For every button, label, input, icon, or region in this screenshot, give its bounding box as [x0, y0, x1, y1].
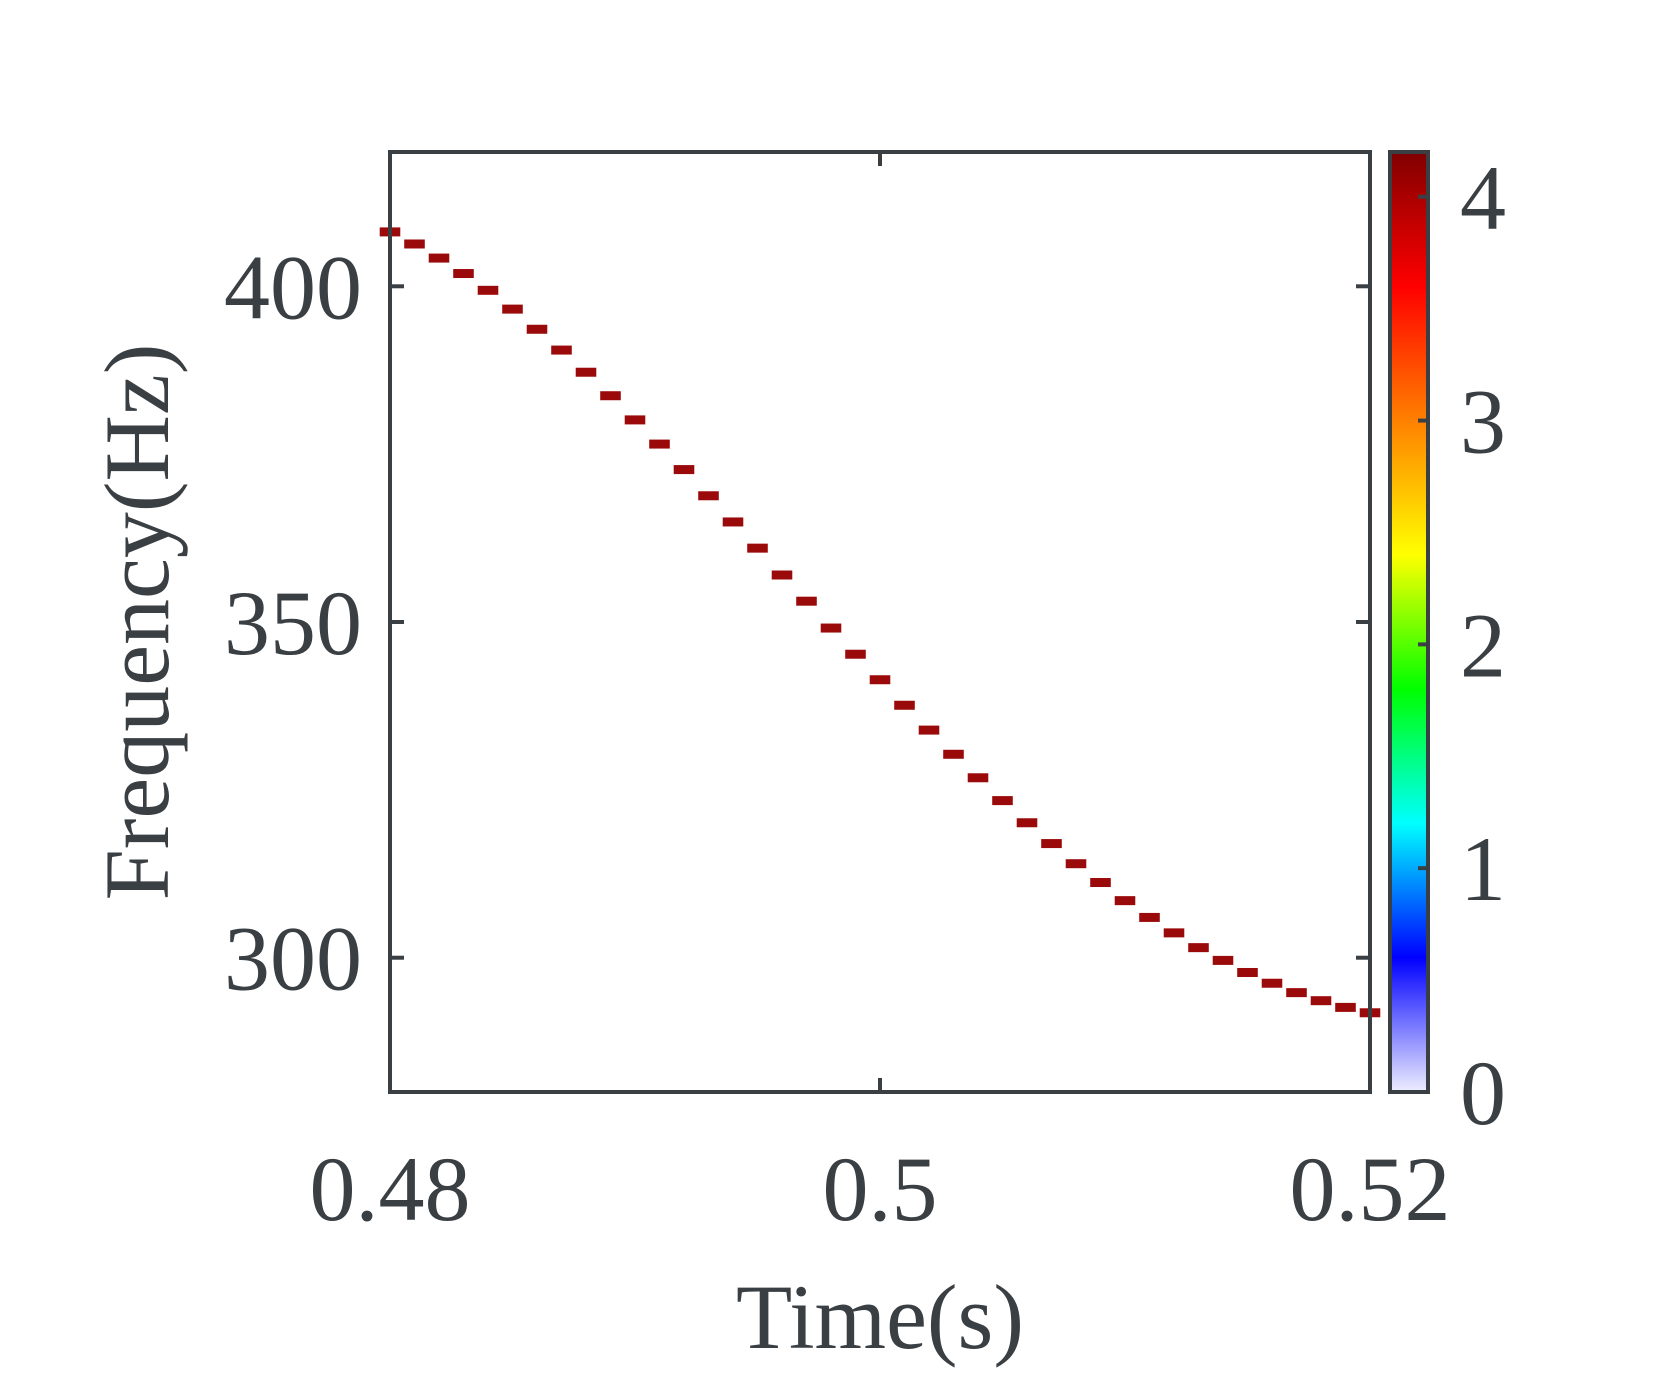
ridge-point	[1163, 928, 1185, 938]
ridge-point	[477, 285, 499, 295]
ridge-point	[1310, 996, 1332, 1006]
ridge-point	[943, 749, 964, 759]
ridge-point	[624, 415, 646, 425]
x-axis-label: Time(s)	[736, 1266, 1024, 1368]
y-tick-label: 350	[224, 572, 362, 674]
ridge-point	[526, 324, 548, 334]
x-tick-label: 0.48	[310, 1138, 471, 1240]
colorbar-tick-label: 2	[1460, 594, 1506, 696]
x-axis: 0.48 0.5 0.52	[310, 152, 1451, 1240]
colorbar-tick-label: 3	[1460, 371, 1506, 473]
ridge-point	[1041, 839, 1062, 849]
ridge-point	[502, 304, 523, 314]
ridge-point	[722, 517, 744, 527]
ridge-point	[649, 439, 670, 449]
x-tick-label: 0.5	[823, 1138, 938, 1240]
ridge-point	[771, 570, 793, 580]
ridge-point	[453, 269, 474, 279]
ridge-point	[796, 596, 817, 606]
ridge-point	[1261, 978, 1283, 988]
colorbar-tick-label: 4	[1460, 147, 1506, 249]
ridge-point	[967, 773, 989, 783]
x-tick-label: 0.52	[1290, 1138, 1451, 1240]
colorbar: 0 1 2 3 4	[1388, 147, 1506, 1144]
ridge-point	[428, 253, 450, 263]
ridge-point	[1335, 1002, 1356, 1012]
ridge-point	[575, 367, 597, 377]
ridge-point	[820, 623, 842, 633]
colorbar-tick-label: 0	[1460, 1042, 1506, 1144]
y-axis: 300 350 400	[224, 236, 1370, 1010]
ridge-point	[404, 239, 425, 249]
ridge-point	[698, 491, 719, 501]
ridge-point	[1114, 896, 1136, 906]
ridge-point	[551, 345, 572, 355]
ridge-point	[845, 649, 866, 659]
ridge-point	[1090, 878, 1111, 888]
colorbar-tick-label: 1	[1460, 818, 1506, 920]
y-tick-label: 300	[224, 908, 362, 1010]
plot-background	[390, 152, 1370, 1092]
plot-area	[390, 152, 1370, 1092]
ridge-point	[1188, 943, 1209, 953]
colorbar-bar	[1388, 150, 1430, 1094]
ridge-point	[673, 465, 695, 475]
y-axis-label: Frequency(Hz)	[86, 344, 188, 901]
ridge-point	[600, 391, 621, 401]
ridge-point	[894, 700, 915, 710]
ridge-point	[1139, 912, 1160, 922]
ridge-point	[992, 796, 1013, 806]
ridge-point	[1237, 967, 1258, 977]
y-tick-label: 400	[224, 236, 362, 338]
ridge-point	[869, 675, 891, 685]
ridge-point	[918, 725, 940, 735]
ridge-point	[1286, 988, 1307, 998]
ridge-point	[747, 543, 768, 553]
ridge-point	[1212, 955, 1234, 965]
ridge-point	[1065, 859, 1087, 869]
ridge-point	[1016, 818, 1038, 828]
